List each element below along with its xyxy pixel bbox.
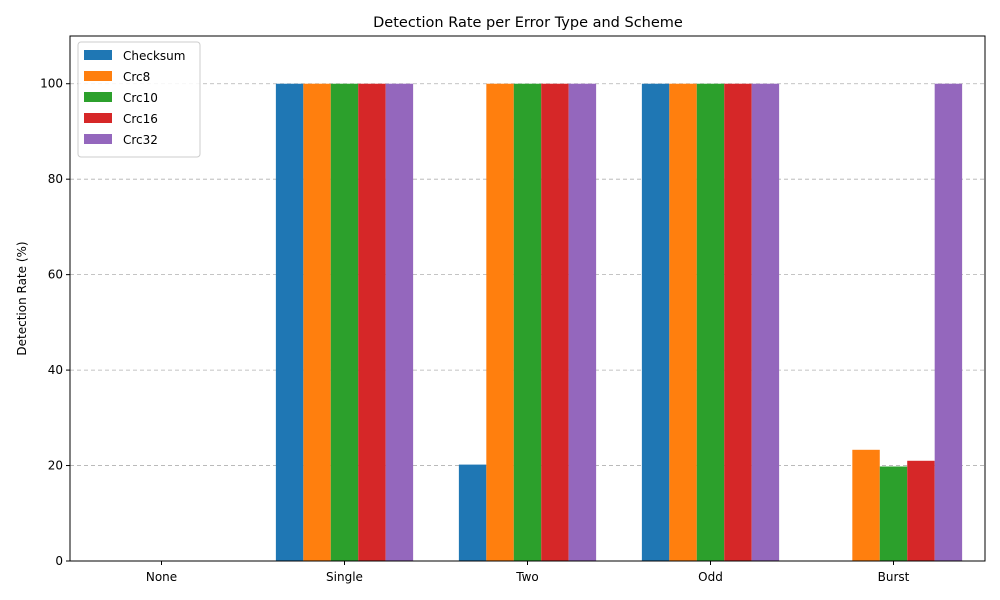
legend-label: Crc10 [123, 91, 158, 105]
bar-crc10-two [513, 83, 542, 562]
x-tick-label: Odd [698, 570, 723, 584]
bar-checksum-single [275, 83, 304, 562]
legend-swatch [84, 71, 112, 81]
x-tick-label: Burst [878, 570, 910, 584]
legend-label: Crc16 [123, 112, 158, 126]
bar-crc16-burst [907, 460, 935, 561]
legend-box [77, 41, 201, 158]
y-tick-label: 0 [55, 554, 63, 568]
bar-crc32-two [568, 83, 597, 562]
bar-crc10-odd [696, 83, 725, 562]
x-axis: None Single Two Odd Burst [146, 561, 910, 584]
legend-label: Crc8 [123, 70, 150, 84]
bar-crc32-burst [934, 83, 963, 562]
y-tick-label: 40 [48, 363, 63, 377]
bar-crc10-single [330, 83, 359, 562]
bar-crc10-burst [879, 466, 908, 561]
legend-swatch [84, 50, 112, 60]
legend-label: Crc32 [123, 133, 158, 147]
bar-crc16-odd [724, 83, 752, 562]
bar-crc8-burst [852, 449, 880, 561]
bar-checksum-odd [641, 83, 670, 562]
legend: Checksum Crc8 Crc10 Crc16 Crc32 [77, 41, 201, 158]
chart-title: Detection Rate per Error Type and Scheme [373, 15, 683, 31]
bar-checksum-two [458, 464, 487, 561]
bar-crc8-single [303, 83, 331, 562]
legend-label: Checksum [123, 49, 185, 63]
y-tick-label: 80 [48, 172, 63, 186]
bar-crc8-odd [669, 83, 697, 562]
y-tick-label: 20 [48, 459, 63, 473]
bar-crc16-two [541, 83, 569, 562]
y-axis: 0 20 40 60 80 100 [40, 77, 70, 568]
bar-crc32-single [385, 83, 414, 562]
bar-crc8-two [486, 83, 514, 562]
y-tick-label: 60 [48, 268, 63, 282]
bar-crc32-odd [751, 83, 780, 562]
legend-swatch [84, 92, 112, 102]
bars [275, 83, 963, 562]
x-tick-label: Single [326, 570, 363, 584]
x-tick-label: None [146, 570, 177, 584]
bar-crc16-single [358, 83, 386, 562]
y-axis-label: Detection Rate (%) [15, 241, 29, 355]
y-tick-label: 100 [40, 77, 63, 91]
legend-swatch [84, 134, 112, 144]
x-tick-label: Two [515, 570, 539, 584]
legend-swatch [84, 113, 112, 123]
